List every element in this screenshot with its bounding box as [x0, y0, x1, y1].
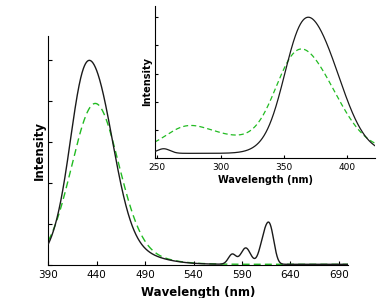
X-axis label: Wavelength (nm): Wavelength (nm): [217, 175, 313, 184]
Y-axis label: Intensity: Intensity: [142, 58, 152, 106]
X-axis label: Wavelength (nm): Wavelength (nm): [141, 286, 255, 298]
Y-axis label: Intensity: Intensity: [33, 121, 46, 180]
